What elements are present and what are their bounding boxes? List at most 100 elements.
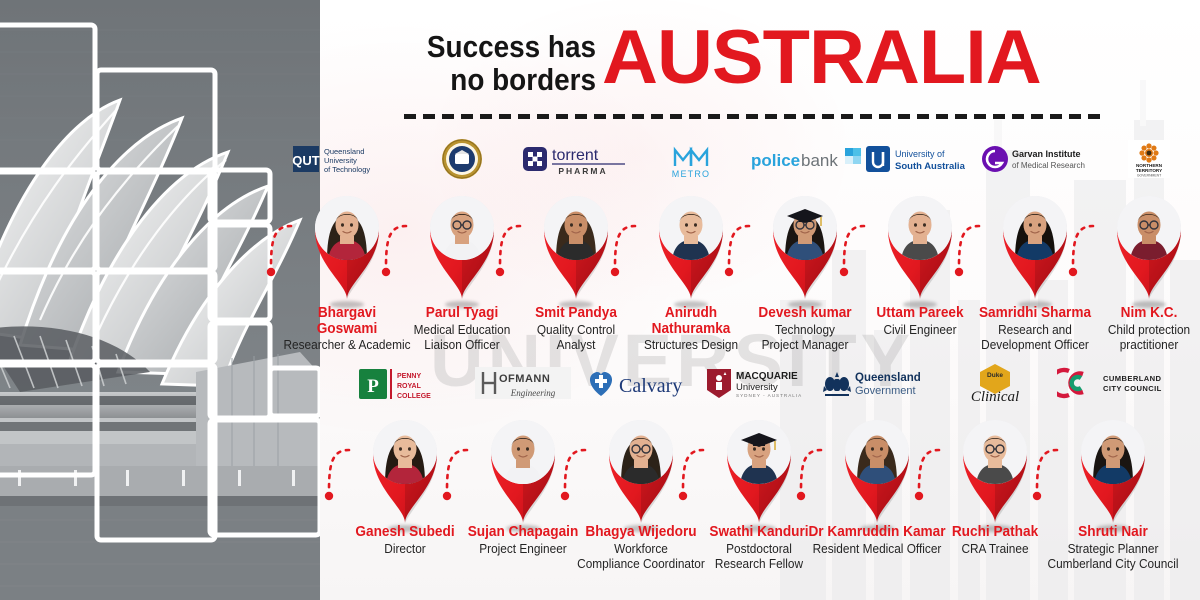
person-label: Parul Tyagi Medical Education Liaison Offi…: [382, 305, 542, 351]
person-role: Workforce: [614, 541, 668, 556]
avatar: [773, 196, 838, 260]
person-role: Strategic Planner: [1067, 541, 1159, 556]
map-pin-marker[interactable]: [949, 408, 1041, 532]
person-name: Sujan Chapagain: [467, 524, 579, 540]
map-pin-marker[interactable]: [530, 184, 622, 308]
svg-text:ROYAL: ROYAL: [397, 383, 422, 390]
duke-clinical-logo: Duke Clinical: [937, 360, 1053, 406]
map-pin-marker[interactable]: [645, 184, 737, 308]
pin-shadow: [330, 301, 364, 308]
svg-text:Government: Government: [855, 385, 916, 397]
pin-shadow: [444, 301, 479, 308]
calvary-logo: Calvary: [583, 360, 699, 406]
person-label: Anirudh Nathuramka Structures Design: [611, 305, 771, 352]
avatar: [963, 420, 1027, 484]
person-role: CRA Trainee: [961, 541, 1029, 556]
person-name: Shruti Nair: [1078, 524, 1148, 540]
poster-header: Success has no borders AUSTRALIA: [390, 16, 1110, 122]
person-role: Civil Engineer: [883, 322, 957, 337]
person-role: Director: [384, 541, 426, 556]
avatar: [845, 420, 909, 484]
svg-text:CITY COUNCIL: CITY COUNCIL: [1103, 384, 1162, 393]
header-divider: [404, 114, 1104, 119]
person-label: Bhagya Wijedoru Workforce Compliance Coord…: [561, 524, 721, 570]
person-role: Research Fellow: [714, 556, 804, 571]
person-name: Swathi Kanduri: [709, 524, 809, 540]
person-name: Smit Pandya: [535, 305, 618, 321]
pin-shadow: [1132, 301, 1167, 308]
person-role: Research and: [997, 322, 1072, 337]
person-role: Postdoctoral: [726, 541, 792, 556]
avatar: [1081, 420, 1145, 484]
map-pin-marker[interactable]: [416, 184, 508, 308]
person-role: Cumberland City Council: [1047, 556, 1179, 571]
pin-shadow: [1017, 301, 1052, 308]
person-name: Goswami: [316, 320, 378, 337]
map-pin-marker[interactable]: [1067, 408, 1159, 532]
avatar: [1117, 196, 1182, 260]
person-name: Parul Tyagi: [425, 305, 498, 321]
map-pin-marker[interactable]: [595, 408, 687, 532]
map-pin-marker[interactable]: [477, 408, 569, 532]
map-pin-marker[interactable]: [301, 184, 393, 308]
avatar: [1002, 196, 1067, 260]
pin-shadow: [673, 301, 708, 308]
pin-shadow: [788, 301, 823, 308]
pin-shadow: [860, 525, 894, 532]
cumberland-city-council-logo: CUMBERLAND CITY COUNCIL: [1055, 360, 1171, 406]
avatar: [609, 420, 673, 484]
map-pin-marker[interactable]: [989, 184, 1081, 308]
pin-shadow: [506, 525, 540, 532]
penny-royal-college-logo: P PENNY ROYAL COLLEGE: [347, 360, 463, 406]
pin-shadow: [742, 525, 776, 532]
svg-text:Queensland: Queensland: [324, 147, 364, 156]
person-role: Project Manager: [761, 337, 849, 352]
map-pin-marker[interactable]: [359, 408, 451, 532]
person-label: Smit Pandya Quality Control Analyst: [496, 305, 656, 351]
person-label: Uttam Pareek Civil Engineer: [840, 305, 1000, 337]
torrent-pharma-logo: torrent PHARMA: [518, 136, 634, 182]
person-name: Bhargavi: [317, 305, 377, 321]
university-seal-logo: [404, 136, 520, 182]
person-name: Nathuramka: [651, 320, 731, 337]
person-role: Resident Medical Officer: [812, 541, 942, 556]
svg-text:NORTHERN: NORTHERN: [1136, 163, 1163, 168]
person-label: Nim K.C. Child protection practitioner: [1069, 305, 1200, 351]
person-name: Ganesh Subedi: [355, 524, 455, 540]
person-label: Sujan Chapagain Project Engineer: [443, 524, 603, 555]
avatar: [658, 196, 723, 260]
svg-text:SYDNEY - AUSTRALIA: SYDNEY - AUSTRALIA: [736, 393, 802, 398]
map-pin-marker[interactable]: [713, 408, 805, 532]
pin-shadow: [624, 525, 658, 532]
person-label: Ruchi Pathak CRA Trainee: [915, 524, 1075, 556]
map-pin-marker[interactable]: [874, 184, 966, 308]
person-role: Quality Control: [537, 322, 616, 337]
person-name: Anirudh: [664, 305, 717, 321]
pin-shadow: [388, 525, 422, 532]
person-role: Medical Education: [413, 322, 510, 337]
person-role: Technology: [775, 322, 836, 337]
svg-text:Clinical: Clinical: [971, 389, 1019, 404]
person-label: Dr Kamruddin Kamar Resident Medical Offic…: [797, 524, 957, 556]
map-pin-marker[interactable]: [759, 184, 851, 308]
svg-text:PENNY: PENNY: [397, 373, 421, 380]
country-title: AUSTRALIA: [602, 15, 1042, 100]
svg-text:P: P: [367, 376, 379, 397]
map-pin-marker[interactable]: [1103, 184, 1195, 308]
svg-text:PHARMA: PHARMA: [559, 166, 608, 176]
hofmann-engineering-logo: OFMANN Engineering: [465, 360, 581, 406]
person-name: Ruchi Pathak: [951, 524, 1039, 540]
svg-text:TERRITORY: TERRITORY: [1136, 168, 1162, 173]
map-pin-marker[interactable]: [831, 408, 923, 532]
pin-shadow: [903, 301, 937, 308]
avatar: [888, 196, 952, 260]
svg-text:University: University: [324, 156, 357, 165]
svg-text:of Technology: of Technology: [324, 165, 370, 174]
tagline-line-1: Success has: [426, 29, 596, 64]
svg-text:Engineering: Engineering: [510, 388, 556, 398]
svg-text:Duke: Duke: [987, 372, 1003, 379]
person-name: Samridhi Sharma: [978, 305, 1091, 321]
person-role: Development Officer: [980, 337, 1089, 352]
metro-logo: METRO: [633, 136, 749, 182]
